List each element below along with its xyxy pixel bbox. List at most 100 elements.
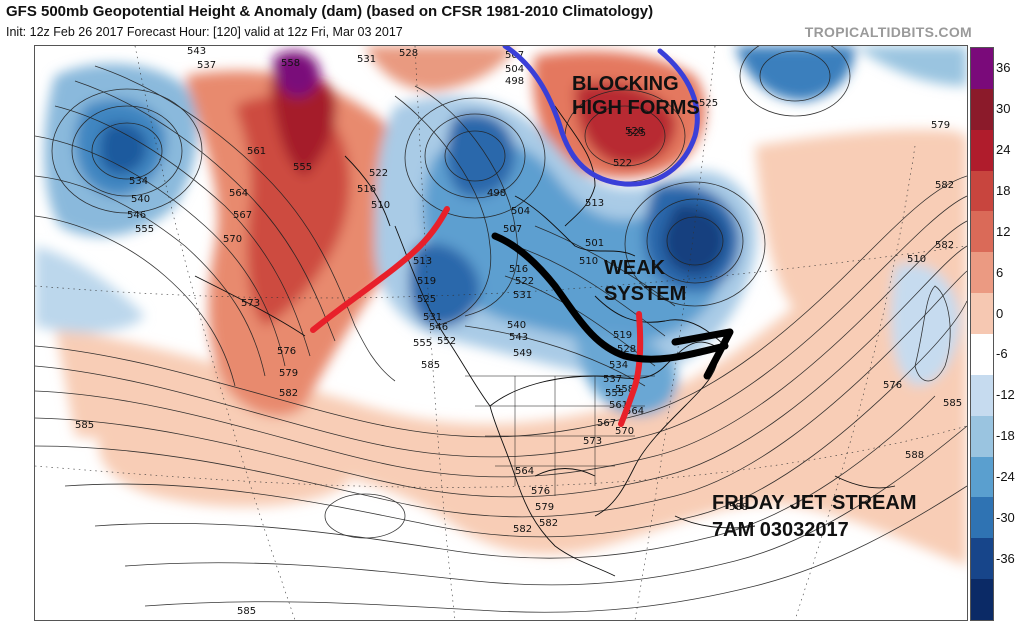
contour-label: 582 — [935, 180, 954, 191]
contour-label: 576 — [277, 346, 296, 357]
colorbar-label: -18 — [996, 428, 1015, 444]
colorbar-label: -24 — [996, 469, 1015, 484]
contour-label: 513 — [585, 198, 604, 209]
contour-label: 555 — [413, 338, 432, 349]
state-borders — [465, 375, 655, 496]
contour-label: 588 — [905, 450, 924, 461]
colorbar-segment — [971, 456, 993, 498]
contour-label: 564 — [515, 466, 534, 477]
contour-label: 537 — [197, 60, 216, 71]
contour-label: 498 — [505, 76, 524, 87]
contour-label: 573 — [583, 436, 602, 447]
contour-label: 510 — [907, 254, 926, 265]
contour-label: 570 — [223, 234, 242, 245]
contour-label: 582 — [513, 524, 532, 535]
contour-label: 582 — [539, 518, 558, 529]
contour-label: 519 — [613, 330, 632, 341]
colorbar-label: 18 — [996, 183, 1011, 198]
annotation-friday-line-1: FRIDAY JET STREAM — [712, 492, 917, 514]
contour-label: 522 — [515, 276, 534, 287]
annotation-weak-line-2: SYSTEM — [604, 283, 687, 305]
colorbar-segment — [971, 497, 993, 539]
contour-label: 498 — [487, 188, 506, 199]
contour-label: 564 — [229, 188, 248, 199]
contour-label: 582 — [935, 240, 954, 251]
contour-label: 585 — [75, 420, 94, 431]
contour-label: 501 — [585, 238, 604, 249]
source-watermark: TROPICALTIDBITS.COM — [804, 24, 972, 40]
contour-label: 558 — [615, 384, 634, 395]
contour-label: 570 — [615, 426, 634, 437]
colorbar-label: -30 — [996, 509, 1015, 525]
colorbar-label: 12 — [996, 223, 1011, 239]
colorbar-segment — [971, 252, 993, 294]
contour-label: 585 — [237, 606, 256, 617]
contour-label: 525 — [699, 98, 718, 109]
anomaly-shading — [35, 46, 967, 566]
contour-label: 510 — [579, 256, 598, 267]
contour-label: 546 — [429, 322, 448, 333]
contour-label: 555 — [605, 388, 624, 399]
contour-label: 528 — [617, 344, 636, 355]
contour-label: 534 — [609, 360, 628, 371]
colorbar-label: 0 — [996, 305, 1004, 321]
annotation-friday-line-2: 7AM 03032017 — [712, 519, 849, 541]
annotation-friday-jet: FRIDAY JET STREAM 7AM 03032017 — [712, 490, 916, 544]
colorbar-label: -6 — [996, 346, 1008, 362]
contour-label: 561 — [247, 146, 266, 157]
colorbar-segment — [971, 415, 993, 458]
contour-label: 534 — [129, 176, 148, 187]
contour-label: 585 — [421, 360, 440, 371]
colorbar-segment — [971, 334, 993, 376]
coastlines — [194, 105, 896, 577]
contour-label: 525 — [627, 128, 646, 139]
contour-label: 531 — [423, 312, 442, 323]
weather-map: 543 537 558 531 528 507 504 498 525 528 525 522 579 5… — [34, 45, 968, 621]
contour-label: 555 — [293, 162, 312, 173]
colorbar-segment — [971, 538, 993, 580]
contour-label: 576 — [531, 486, 550, 497]
contour-label: 564 — [625, 406, 644, 417]
contour-label: 504 — [511, 206, 530, 217]
contour-label: 507 — [503, 224, 522, 235]
annotation-weak-line-1: WEAK — [604, 257, 666, 279]
contour-label: 576 — [883, 380, 902, 391]
annotation-friday-text: FRIDAY JET STREAM 7AM 03032017 — [712, 490, 916, 544]
colorbar-label: -36 — [996, 550, 1015, 566]
annotation-weak-text: WEAK SYSTEM — [604, 255, 686, 307]
colorbar-label: 24 — [996, 142, 1011, 158]
contour-label: 567 — [597, 418, 616, 429]
anomaly-colorbar — [970, 47, 994, 621]
red-jet-stroke-west — [310, 206, 450, 333]
graticule — [35, 46, 967, 620]
contour-label: 561 — [609, 400, 628, 411]
blue-blocking-outline — [502, 46, 700, 187]
contour-label: 531 — [513, 290, 532, 301]
contour-label: 525 — [417, 294, 436, 305]
contour-label: 582 — [279, 388, 298, 399]
contour-label: 579 — [279, 368, 298, 379]
colorbar-label: 6 — [996, 264, 1004, 280]
colorbar-segment — [971, 129, 993, 172]
contour-label: 528 — [625, 126, 644, 137]
contour-label: 573 — [241, 298, 260, 309]
contour-label: 543 — [509, 332, 528, 343]
annotation-blocking-line-1: BLOCKING — [572, 73, 679, 95]
contour-label: 579 — [535, 502, 554, 513]
annotation-blocking-text: BLOCKING HIGH FORMS — [572, 72, 700, 120]
contour-label: 528 — [399, 48, 418, 59]
contour-label: 540 — [131, 194, 150, 205]
colorbar-label: 30 — [996, 101, 1011, 117]
colorbar-segment — [971, 211, 993, 253]
height-contours — [35, 46, 967, 613]
contour-label: 588 — [729, 502, 748, 513]
colorbar-label: 36 — [996, 60, 1011, 76]
colorbar-segment — [971, 170, 993, 212]
contour-label: 510 — [371, 200, 390, 211]
contour-label: 543 — [187, 46, 206, 57]
contour-label: 504 — [505, 64, 524, 75]
chart-subtitle: Init: 12z Feb 26 2017 Forecast Hour: [12… — [6, 25, 403, 39]
chart-title: GFS 500mb Geopotential Height & Anomaly … — [6, 3, 654, 20]
